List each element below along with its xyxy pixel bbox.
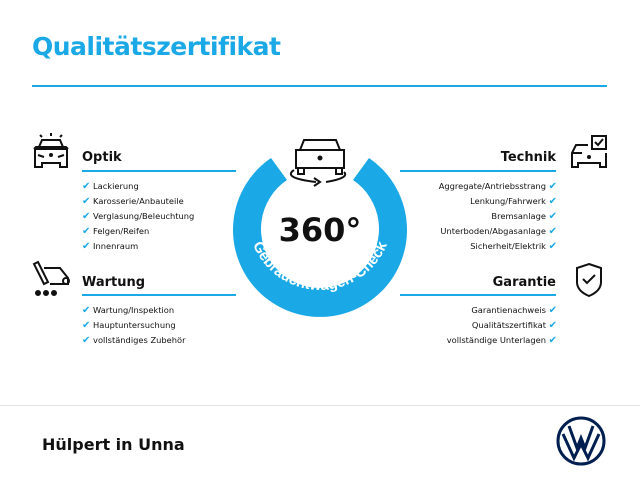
wartung-divider bbox=[82, 294, 236, 296]
list-item: ✔ Wartung/Inspektion bbox=[82, 305, 175, 316]
dealer-name: Hülpert in Unna bbox=[42, 435, 185, 454]
check-icon: ✔ bbox=[548, 196, 557, 207]
optik-divider bbox=[82, 170, 236, 172]
list-item: ✔ Karosserie/Anbauteile bbox=[82, 196, 184, 207]
check-icon: ✔ bbox=[548, 211, 557, 222]
car-lights-icon bbox=[33, 133, 69, 168]
list-item: ✔ Hauptuntersuchung bbox=[82, 320, 176, 331]
vw-logo bbox=[556, 416, 606, 466]
check-icon: ✔ bbox=[548, 181, 557, 192]
section-title-wartung: Wartung bbox=[82, 275, 146, 290]
badge-value: 360° bbox=[279, 211, 362, 249]
list-item: Bremsanlage ✔ bbox=[491, 211, 557, 222]
check-icon: ✔ bbox=[548, 241, 557, 252]
check-icon: ✔ bbox=[548, 226, 557, 237]
check-icon: ✔ bbox=[82, 181, 91, 192]
list-item: Unterboden/Abgasanlage ✔ bbox=[440, 226, 557, 237]
check-icon: ✔ bbox=[548, 320, 557, 331]
list-item: ✔ Felgen/Reifen bbox=[82, 226, 150, 237]
list-item: Qualitätszertifikat ✔ bbox=[471, 320, 557, 331]
service-tool-icon bbox=[32, 260, 70, 296]
check-icon: ✔ bbox=[82, 305, 91, 316]
technik-divider bbox=[400, 170, 556, 172]
check-360-badge: Gebrauchtwagen-Check 360° bbox=[233, 139, 407, 317]
check-icon: ✔ bbox=[82, 211, 91, 222]
check-icon: ✔ bbox=[548, 305, 557, 316]
list-item: Lenkung/Fahrwerk ✔ bbox=[470, 196, 557, 207]
car-checkbox-icon bbox=[571, 135, 607, 168]
list-item: ✔ Innenraum bbox=[82, 241, 139, 252]
list-item: Garantienachweis ✔ bbox=[471, 305, 557, 316]
section-title-garantie: Garantie bbox=[492, 275, 556, 290]
title-divider bbox=[32, 85, 607, 87]
check-icon: ✔ bbox=[548, 335, 557, 346]
check-icon: ✔ bbox=[82, 335, 91, 346]
list-item: ✔ vollständiges Zubehör bbox=[82, 335, 186, 346]
list-item: vollständige Unterlagen ✔ bbox=[446, 335, 557, 346]
garantie-divider bbox=[400, 294, 556, 296]
badge-ring bbox=[233, 158, 407, 317]
car-rotate-icon bbox=[289, 139, 347, 187]
optik-list: ✔ Lackierung ✔ Karosserie/Anbauteile ✔ V… bbox=[82, 179, 194, 254]
technik-list: Aggregate/Antriebsstrang ✔ Lenkung/Fahrw… bbox=[439, 179, 557, 254]
check-icon: ✔ bbox=[82, 226, 91, 237]
section-title-technik: Technik bbox=[500, 150, 556, 165]
shield-check-icon bbox=[576, 262, 602, 298]
wartung-list: ✔ Wartung/Inspektion ✔ Hauptuntersuchung… bbox=[82, 303, 186, 348]
garantie-list: Garantienachweis ✔ Qualitätszertifikat ✔… bbox=[447, 303, 557, 348]
list-item: ✔ Lackierung bbox=[82, 181, 139, 192]
page-title: Qualitätszertifikat bbox=[32, 32, 281, 61]
check-icon: ✔ bbox=[82, 241, 91, 252]
check-icon: ✔ bbox=[82, 320, 91, 331]
section-title-optik: Optik bbox=[82, 150, 122, 165]
list-item: ✔ Verglasung/Beleuchtung bbox=[82, 211, 195, 222]
check-icon: ✔ bbox=[82, 196, 91, 207]
footer-divider bbox=[0, 405, 640, 406]
list-item: Sicherheit/Elektrik ✔ bbox=[470, 241, 557, 252]
list-item: Aggregate/Antriebsstrang ✔ bbox=[438, 181, 557, 192]
